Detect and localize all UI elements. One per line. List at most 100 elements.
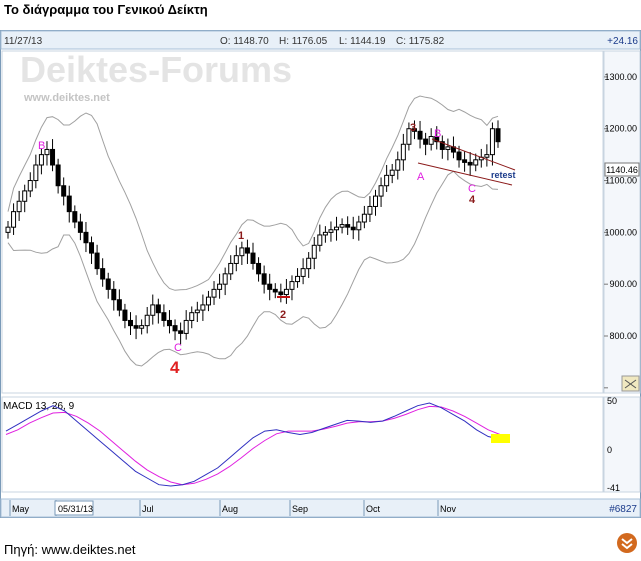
candle-body: [89, 242, 95, 254]
candle-body: [345, 224, 351, 228]
watermark-sub: www.deiktes.net: [23, 92, 110, 104]
price-tick-label: 1000.00: [604, 227, 637, 237]
price-tick-label: 900.00: [609, 279, 637, 289]
candle-body: [116, 299, 122, 311]
wave-label-one: 1: [238, 230, 244, 242]
candle-body: [434, 136, 440, 143]
date-axis-label: Aug: [222, 504, 238, 514]
macd-panel: [1, 396, 604, 493]
candle-body: [27, 180, 33, 192]
candle-body: [161, 312, 167, 321]
wave-label-c1: C: [174, 342, 182, 354]
lower-band-line: [7, 170, 499, 367]
candle-body: [411, 128, 417, 132]
candle-body: [339, 224, 345, 228]
candle-body: [278, 291, 284, 296]
upper-trendline: [431, 138, 516, 171]
candle-body: [183, 319, 189, 334]
candle-body: [77, 221, 83, 233]
candle-body: [306, 257, 312, 270]
candle-body: [66, 195, 72, 213]
stock-chart: 11/27/13 O: 1148.70 H: 1176.05 L: 1144.1…: [0, 30, 641, 518]
candle-body: [289, 281, 295, 290]
candle-body: [189, 312, 195, 321]
candle-body: [456, 151, 462, 161]
price-panel: [1, 50, 604, 394]
candle-body: [322, 231, 328, 236]
candle-body: [256, 262, 262, 275]
candle-body: [373, 195, 378, 207]
double-chevron-down-icon[interactable]: [616, 532, 638, 554]
macd-tick-top: 50: [607, 396, 617, 406]
candle-body: [367, 205, 373, 215]
candle-body: [139, 325, 145, 329]
date-axis-labels: May 05/31/13 Jul Aug Sep Oct Nov: [9, 500, 457, 516]
upper-band-line: [7, 95, 499, 291]
candle-body: [72, 211, 78, 223]
candle-body: [44, 148, 50, 156]
candle-body: [50, 148, 56, 166]
candle-body: [484, 154, 490, 158]
macd-label: MACD 13, 26, 9: [3, 401, 75, 412]
candle-body: [462, 159, 468, 163]
wave-label-four: 4: [469, 194, 476, 206]
candle-body: [361, 213, 367, 223]
macd-signal-line: [5, 405, 501, 486]
price-tick-label: 800.00: [609, 331, 637, 341]
candle-body: [295, 275, 301, 283]
candle-body: [417, 130, 423, 140]
date-cursor-box: [54, 500, 94, 516]
date-axis-label: Jul: [142, 504, 154, 514]
candle-body: [166, 319, 172, 327]
candle-body: [356, 221, 362, 231]
candle-body: [228, 262, 234, 275]
macd-axis: [603, 396, 641, 493]
candle-body: [61, 185, 67, 197]
candle-body: [261, 273, 267, 285]
price-tick-label: 1300.00: [604, 72, 637, 82]
candle-body: [384, 174, 390, 187]
candle-body: [178, 330, 184, 334]
candle-body: [350, 226, 356, 231]
date-axis-label: Oct: [366, 504, 381, 514]
candle-body: [267, 283, 273, 290]
candle-body: [495, 128, 501, 143]
candle-body: [211, 288, 217, 298]
header-high: H: 1176.05: [279, 36, 328, 47]
macd-last-value-tag: [491, 434, 510, 443]
candle-body: [194, 309, 200, 314]
wave-label-big-four: 4: [170, 358, 180, 377]
date-axis-label: 05/31/13: [58, 504, 93, 514]
candle-body: [283, 288, 289, 296]
candle-body: [105, 278, 111, 290]
candle-body: [233, 255, 239, 264]
candle-body: [38, 154, 44, 166]
candle-body: [205, 296, 211, 306]
candle-body: [94, 252, 100, 270]
wave-label-three: 3: [410, 122, 416, 134]
macd-tick-bottom: -41: [607, 483, 620, 493]
candle-body: [122, 309, 128, 321]
source-note: Πηγή: www.deiktes.net: [4, 542, 136, 557]
wave-label-c2: C: [468, 183, 476, 195]
candle-body: [467, 161, 473, 166]
candle-body: [155, 304, 161, 314]
candle-body: [144, 314, 150, 327]
macd-line: [5, 402, 501, 487]
macd-tick-zero: 0: [607, 445, 612, 455]
lower-trendline: [417, 162, 513, 186]
date-axis-bar: [0, 498, 641, 518]
scroll-grip-mark: [624, 379, 637, 389]
wave-label-b1: B: [38, 140, 45, 152]
candle-body: [439, 141, 445, 150]
date-axis-label: Nov: [440, 504, 457, 514]
candle-body: [473, 159, 479, 166]
candle-body: [328, 229, 334, 233]
candle-body: [217, 283, 223, 290]
wave-label-a: A: [417, 171, 425, 183]
page-title: Το διάγραμμα του Γενικού Δείκτη: [4, 2, 208, 17]
candle-body: [133, 325, 139, 329]
header-change: +24.16: [607, 36, 638, 47]
candle-body: [334, 226, 340, 231]
last-price-tag: [604, 162, 640, 177]
